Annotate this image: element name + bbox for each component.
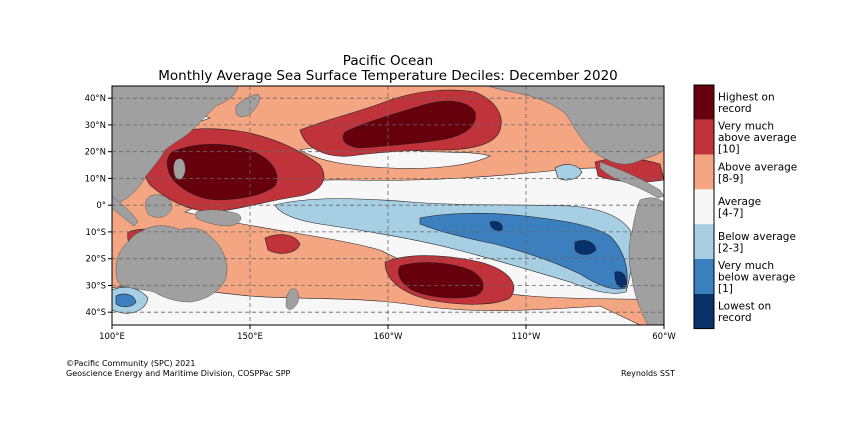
legend-frame <box>693 84 715 330</box>
credit-line-2: Geoscience Energy and Maritime Division,… <box>66 369 291 378</box>
map-subtitle: Monthly Average Sea Surface Temperature … <box>158 68 618 84</box>
lat-tick-label: 10°N <box>85 175 106 185</box>
record-low-region-chile <box>614 271 627 288</box>
axis-tick-marks <box>108 97 665 329</box>
lon-tick-label: 60°W <box>652 332 676 342</box>
land-south-america <box>628 197 664 325</box>
map-title: Pacific Ocean <box>342 53 434 69</box>
land-australia <box>115 225 228 303</box>
grid-lines <box>112 86 664 325</box>
legend-label: Very much above average [10] <box>718 121 797 156</box>
lon-tick-label: 150°E <box>237 332 263 342</box>
below-average-region-central-america <box>554 164 583 181</box>
legend-swatch <box>694 154 714 190</box>
lon-tick-label: 100°E <box>99 332 125 342</box>
lat-tick-label: 30°S <box>86 282 106 292</box>
credit-line-1: ©Pacific Community (SPC) 2021 <box>66 359 196 368</box>
record-low-region-central <box>489 221 503 231</box>
legend: Highest on record Very much above average [1… <box>693 84 797 330</box>
legend-swatch <box>694 259 714 294</box>
lon-tick-label: 160°W <box>374 332 403 342</box>
record-high-region-south-pacific <box>398 262 484 299</box>
lat-tick-label: 40°N <box>85 94 106 104</box>
legend-label: Average [4-7] <box>718 196 761 220</box>
lat-tick-label: 10°S <box>86 228 106 238</box>
legend-label: Below average [2-3] <box>718 231 796 255</box>
legend-label: Above average [8-9] <box>718 161 797 185</box>
legend-swatch <box>694 293 714 329</box>
latitude-tick-labels: 40°N 30°N 20°N 10°N 0° 10°S 20°S 30°S 40… <box>85 94 106 318</box>
legend-label: Highest on record <box>718 92 775 116</box>
lon-tick-label: 110°W <box>512 332 541 342</box>
legend-swatch <box>694 119 714 155</box>
credits: ©Pacific Community (SPC) 2021 Geoscience… <box>66 359 290 379</box>
record-low-region-peru <box>574 240 597 255</box>
land-borneo <box>145 194 173 218</box>
lat-tick-label: 40°S <box>86 308 106 318</box>
legend-swatch <box>694 85 714 120</box>
legend-label: Lowest on record <box>718 300 771 324</box>
lat-tick-label: 20°N <box>85 148 106 158</box>
land-new-guinea <box>195 209 241 227</box>
land-philippines <box>173 158 186 180</box>
legend-label: Very much below average [1] <box>718 260 795 295</box>
very-much-below-region-southwest <box>115 293 137 308</box>
lat-tick-label: 20°S <box>86 255 106 265</box>
land-new-zealand <box>285 288 299 310</box>
lat-tick-label: 30°N <box>85 121 106 131</box>
lat-tick-label: 0° <box>96 201 106 211</box>
data-source: Reynolds SST <box>621 369 675 378</box>
very-much-above-region-tasman <box>264 234 301 254</box>
record-high-region-west-pacific <box>166 143 278 201</box>
legend-swatch <box>694 224 714 259</box>
legend-swatch <box>694 189 714 225</box>
map-area <box>112 86 664 325</box>
land-sumatra <box>112 195 139 227</box>
land-central-america <box>599 161 664 199</box>
longitude-tick-labels: 100°E 150°E 160°W 110°W 60°W <box>99 332 676 342</box>
land-asia <box>112 86 239 206</box>
